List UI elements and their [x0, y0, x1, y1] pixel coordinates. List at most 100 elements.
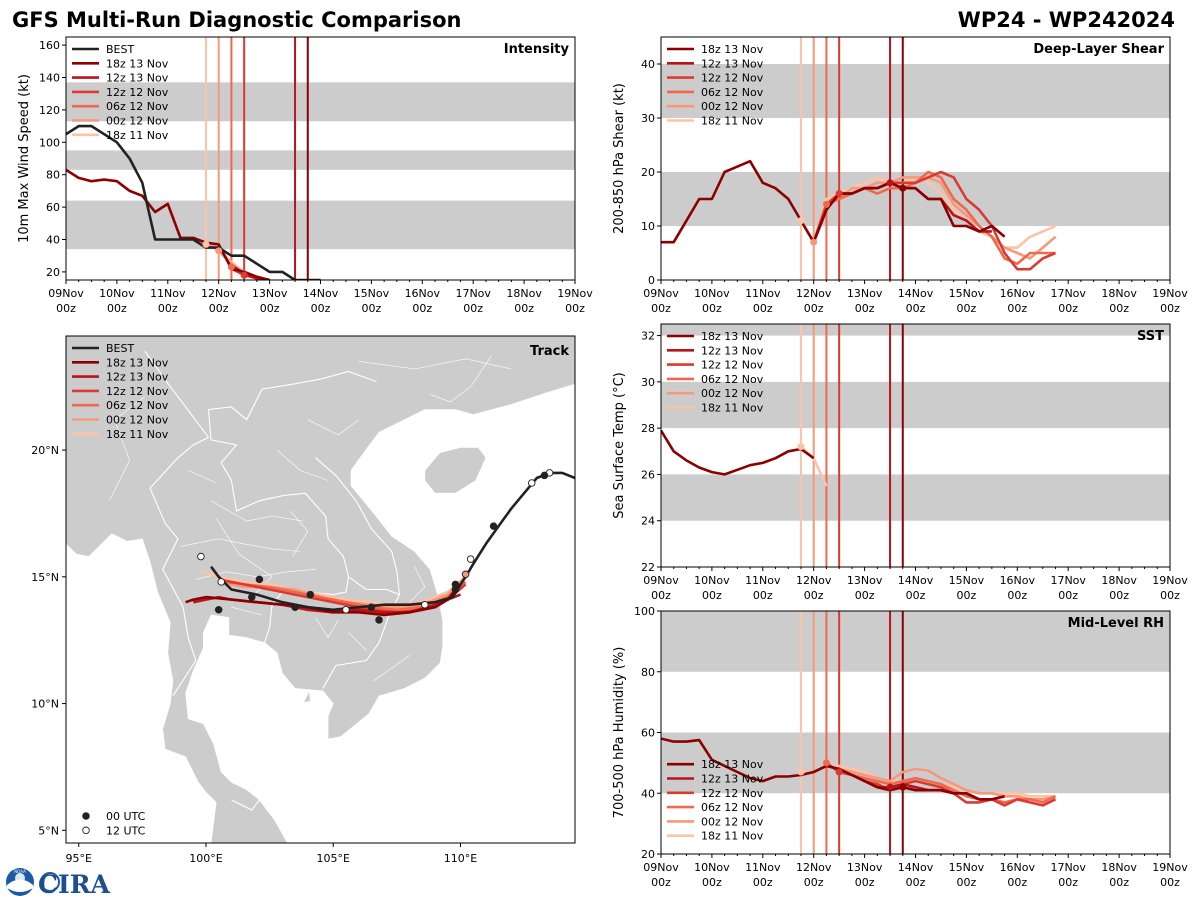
- shear-x-tick-label: 13Nov: [847, 287, 883, 300]
- track-panel: 95°E 100°E 105°E 110°E 5°N 10°N 15°N 20°N Track B…: [31, 335, 576, 865]
- intensity-x-tick-label: 09Nov: [48, 287, 84, 300]
- shear-x-tick-label: 16Nov: [1000, 287, 1036, 300]
- shear-band-0: [661, 172, 1170, 226]
- intensity-x-tick-label: 00z: [158, 302, 178, 315]
- intensity-x-tick-label: 17Nov: [455, 287, 491, 300]
- shear-series-18z-11-nov: [799, 176, 1057, 249]
- track-plot-area: [66, 336, 575, 843]
- land-island: [304, 692, 311, 703]
- track-x-tick-label: 95°E: [65, 852, 91, 865]
- rh-legend-label: 06z 12 Nov: [701, 801, 764, 814]
- intensity-x-tick-label: 18Nov: [506, 287, 542, 300]
- intensity-x-tick-label: 00z: [260, 302, 280, 315]
- track-point: [306, 590, 315, 599]
- country-border: [348, 576, 400, 596]
- rh-x-tick-label: 00z: [753, 876, 773, 889]
- track-marker-legend-label: 00 UTC: [106, 810, 146, 823]
- rh-series-18z-13-nov: [661, 737, 1005, 801]
- rh-y-tick-label: 20: [641, 848, 655, 861]
- shear-init-point-12z-12-nov: [835, 190, 843, 198]
- shear-legend-label: 18z 11 Nov: [701, 115, 764, 128]
- rh-x-tick-label: 10Nov: [694, 861, 730, 874]
- storm-id: WP24 - WP242024: [958, 8, 1175, 32]
- panels: 09Nov 00z 10Nov 00z 11Nov 00z 12Nov 00z 13Nov 00z…: [17, 36, 1188, 889]
- rh-band-0: [661, 732, 1170, 794]
- shear-x-tick-label: 10Nov: [694, 287, 730, 300]
- intensity-x-tick-label: 10Nov: [99, 287, 135, 300]
- track-legend-label: 12z 13 Nov: [106, 371, 169, 384]
- province-border: [373, 655, 410, 682]
- shear-init-point-06z-12-nov: [822, 200, 830, 208]
- track-series-18z-11-nov: [200, 570, 469, 607]
- shear-panel: 09Nov 00z 10Nov 00z 11Nov 00z 12Nov 00z 13Nov 00z…: [612, 36, 1188, 315]
- track-point: [466, 555, 475, 563]
- sst-x-tick-label: 10Nov: [694, 574, 730, 587]
- intensity-x-tick-label: 13Nov: [252, 287, 288, 300]
- shear-x-tick-label: 15Nov: [949, 287, 985, 300]
- rh-x-tick-label: 14Nov: [898, 861, 934, 874]
- sst-series-18z-13-nov: [661, 429, 815, 476]
- intensity-y-tick-label: 160: [39, 39, 60, 52]
- shear-x-tick-label: 00z: [1160, 302, 1180, 315]
- shear-x-tick-label: 18Nov: [1101, 287, 1137, 300]
- rh-init-point-06z-12-nov: [822, 759, 830, 767]
- shear-x-tick-label: 00z: [1109, 302, 1129, 315]
- intensity-y-tick-label: 60: [46, 201, 60, 214]
- intensity-plot-area: [66, 37, 575, 280]
- intensity-x-tick-label: 15Nov: [354, 287, 390, 300]
- sst-plot-area: [661, 324, 1170, 567]
- province-border: [210, 500, 303, 522]
- intensity-x-tick-label: 00z: [514, 302, 534, 315]
- noaa-logo: NOAA: [6, 868, 34, 896]
- sst-x-tick-label: 13Nov: [847, 574, 883, 587]
- intensity-init-point-00z-12-nov: [215, 247, 223, 255]
- track-marker-legend-swatch: [82, 812, 90, 820]
- sst-x-tick-label: 00z: [1058, 589, 1078, 602]
- shear-x-tick-label: 19Nov: [1152, 287, 1188, 300]
- rh-x-tick-label: 13Nov: [847, 861, 883, 874]
- intensity-x-tick-label: 00z: [56, 302, 76, 315]
- shear-y-axis-label: 200-850 hPa Shear (kt): [612, 83, 627, 234]
- sst-band-0: [661, 474, 1170, 521]
- rh-y-tick-label: 40: [641, 787, 655, 800]
- province-border: [277, 449, 329, 481]
- land-hainan: [424, 447, 487, 494]
- rh-y-tick-label: 60: [641, 727, 655, 740]
- track-point: [375, 616, 383, 624]
- sst-x-tick-label: 17Nov: [1050, 574, 1086, 587]
- intensity-y-tick-label: 140: [39, 72, 60, 85]
- track-point: [421, 600, 429, 609]
- rh-x-tick-label: 15Nov: [949, 861, 985, 874]
- shear-x-tick-label: 11Nov: [745, 287, 781, 300]
- rh-x-tick-label: 00z: [1160, 876, 1180, 889]
- sst-title: SST: [1137, 329, 1164, 344]
- track-marker-legend-label: 12 UTC: [106, 824, 146, 837]
- shear-x-tick-label: 00z: [855, 302, 875, 315]
- intensity-init-point-06z-12-nov: [227, 263, 235, 271]
- intensity-x-tick-label: 00z: [565, 302, 585, 315]
- shear-x-tick-label: 00z: [804, 302, 824, 315]
- shear-x-tick-label: 09Nov: [643, 287, 679, 300]
- intensity-legend-label: BEST: [106, 43, 134, 56]
- intensity-y-tick-label: 80: [46, 169, 60, 182]
- sst-x-tick-label: 15Nov: [949, 574, 985, 587]
- shear-band-1: [661, 64, 1170, 118]
- rh-x-tick-label: 00z: [1109, 876, 1129, 889]
- country-border: [144, 350, 210, 697]
- sst-legend-label: 00z 12 Nov: [701, 387, 764, 400]
- cira-logo: CIRA: [38, 870, 111, 899]
- rh-y-tick-label: 100: [634, 605, 655, 618]
- track-point: [489, 522, 498, 530]
- shear-y-tick-label: 0: [648, 274, 655, 287]
- province-border: [409, 566, 426, 603]
- country-border: [315, 457, 400, 689]
- track-legend-label: BEST: [106, 342, 134, 355]
- track-point: [540, 471, 549, 480]
- shear-init-point-00z-12-nov: [810, 238, 818, 246]
- sst-x-tick-label: 14Nov: [898, 574, 934, 587]
- sst-x-tick-label: 09Nov: [643, 574, 679, 587]
- rh-x-tick-label: 00z: [957, 876, 977, 889]
- intensity-y-tick-label: 100: [39, 136, 60, 149]
- province-border: [307, 419, 359, 436]
- sst-x-tick-label: 00z: [1007, 589, 1027, 602]
